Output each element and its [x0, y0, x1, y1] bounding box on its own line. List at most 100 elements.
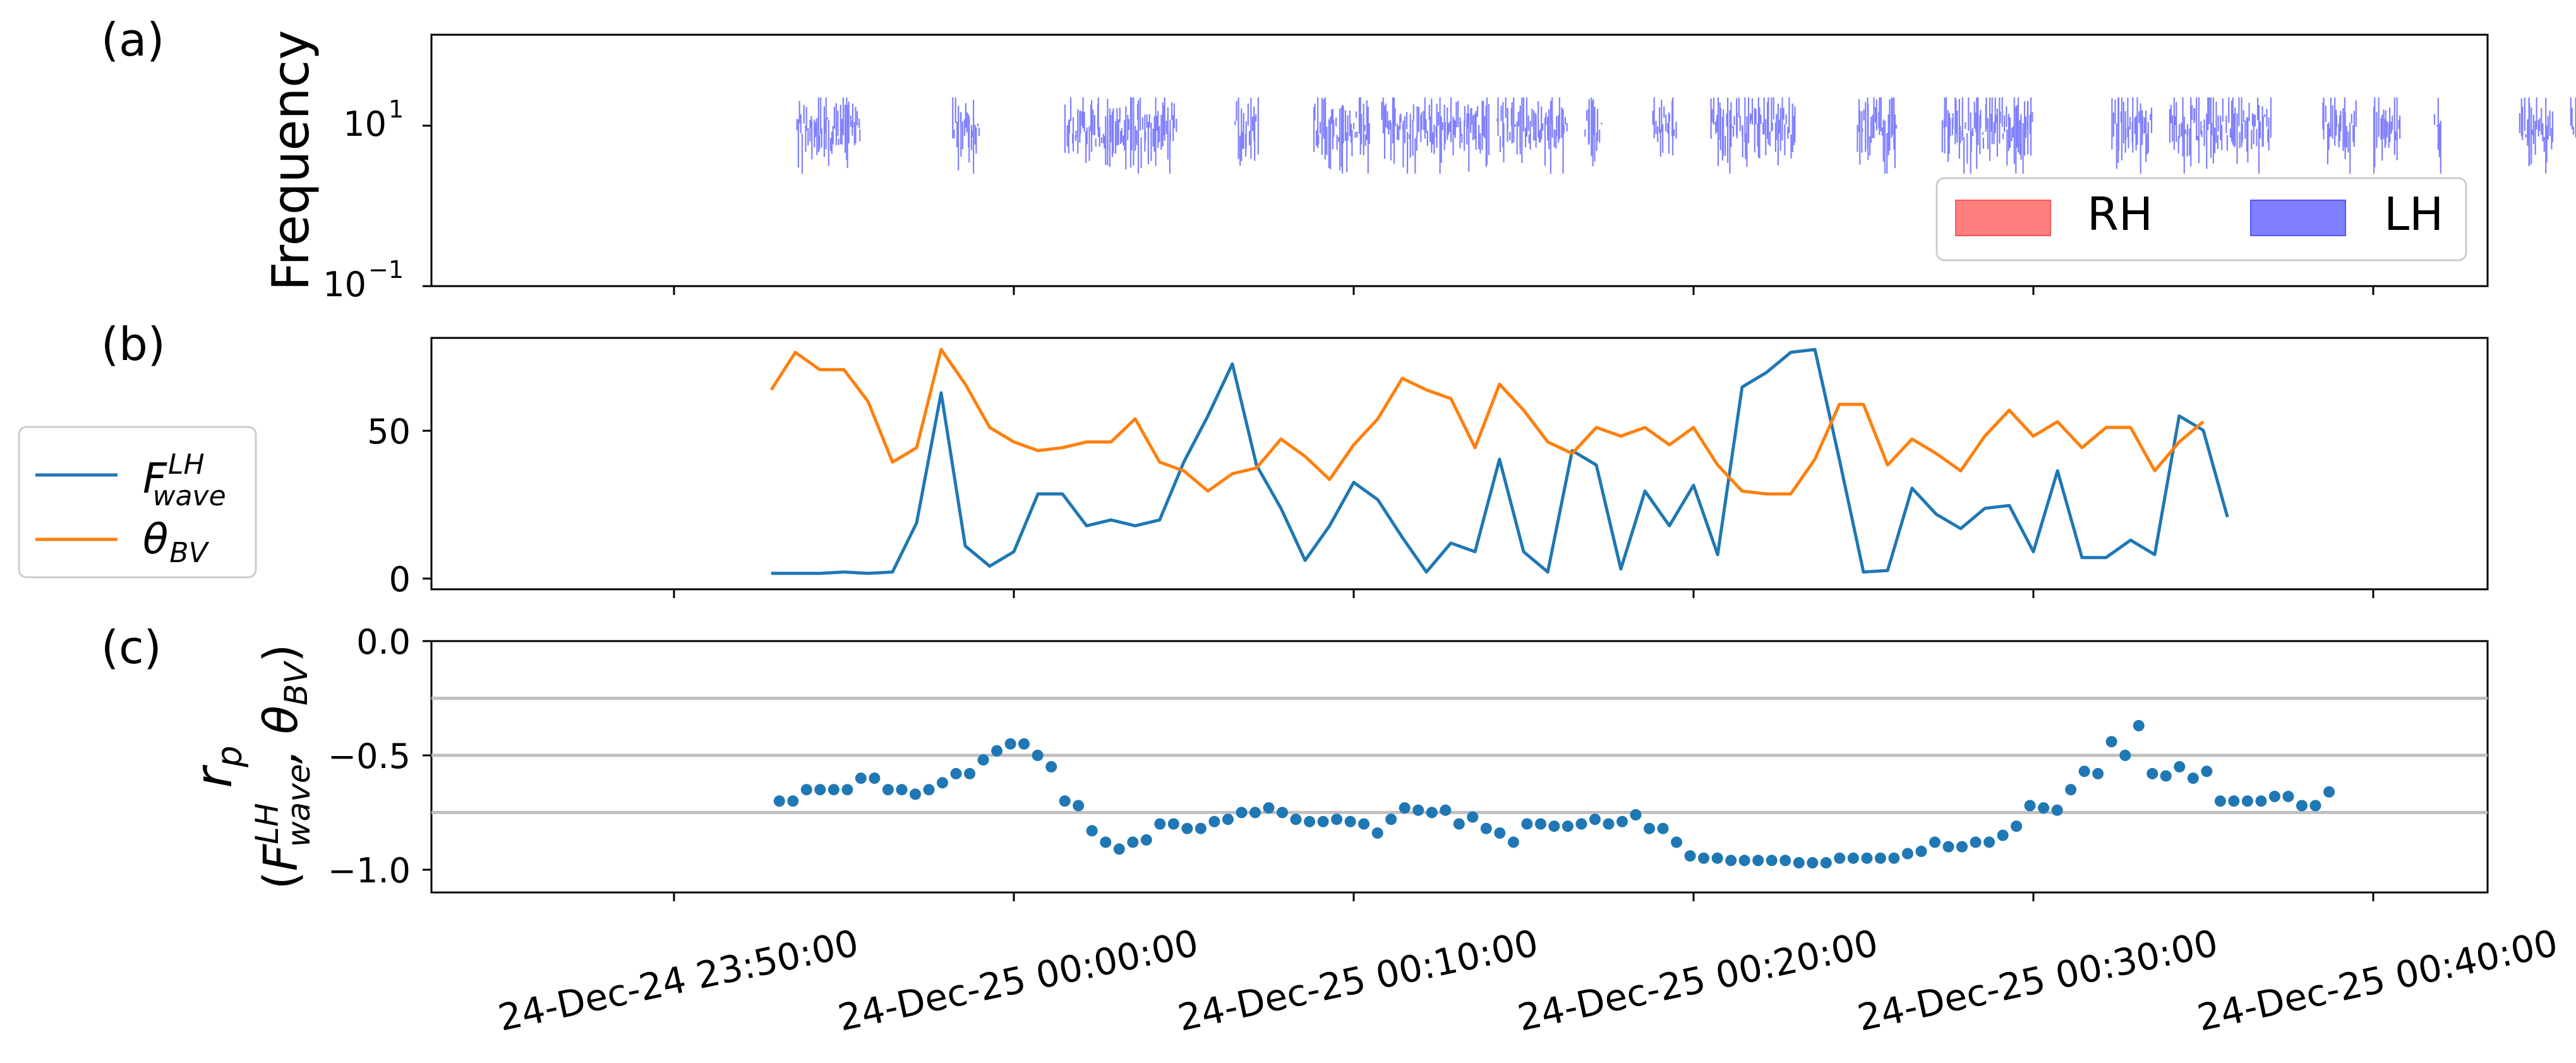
panel-c-reference-lines: [431, 696, 2488, 814]
rp-point: [1983, 836, 1995, 848]
panel-label-a: (a): [101, 13, 164, 66]
rp-point: [1766, 855, 1778, 867]
ytick-base: 10: [343, 104, 387, 144]
rp-point: [2241, 795, 2253, 807]
legend-theta-label: θBV: [143, 515, 210, 569]
rp-point: [1644, 822, 1656, 834]
rp-point: [1100, 836, 1112, 848]
rp-point: [1548, 820, 1560, 832]
rp-point: [1195, 822, 1207, 834]
x-tick-marks: [673, 286, 2374, 901]
lh-burst: [1857, 97, 1898, 174]
legend-fwave-label: FLH wave: [143, 448, 226, 512]
rp-point: [1793, 857, 1805, 868]
lh-burst: [2111, 97, 2153, 174]
svg-text:10: 10: [343, 104, 387, 144]
rp-point: [977, 754, 989, 766]
rp-point: [1494, 827, 1506, 839]
panel-label-c: (c): [101, 621, 162, 674]
rp-point: [1222, 814, 1234, 826]
rp-point: [1738, 855, 1750, 867]
rp-point: [1820, 857, 1832, 868]
svg-text:50: 50: [367, 412, 411, 452]
lh-burst: [1381, 97, 1490, 174]
rp-point: [1018, 738, 1030, 750]
rp-point: [1711, 852, 1723, 864]
panel-a-ytick-10-1: 10 1: [343, 95, 431, 144]
rp-point: [1467, 811, 1479, 823]
rp-point: [1534, 818, 1546, 830]
panel-c-ylabel: rp (FLHwave, θBV): [184, 644, 317, 890]
rp-point: [1249, 807, 1261, 819]
rp-point: [1331, 814, 1343, 826]
rp-point: [773, 795, 785, 807]
rp-point: [800, 784, 812, 796]
rp-point: [1045, 761, 1057, 772]
rp-point: [2160, 770, 2172, 782]
rp-point: [2024, 800, 2036, 812]
x-tick-label-1: 24-Dec-25 00:00:00: [834, 921, 1202, 1039]
rp-point: [1575, 818, 1587, 830]
rp-point: [1942, 841, 1954, 853]
legend-lh-swatch: [2250, 200, 2346, 236]
lh-burst: [952, 97, 980, 174]
rp-point: [2323, 786, 2335, 798]
rp-point: [1317, 815, 1329, 827]
lh-burst: [2519, 97, 2553, 174]
rp-point: [1181, 822, 1193, 834]
x-tick-label-4: 24-Dec-25 00:30:00: [1854, 921, 2222, 1039]
panel-c-ytick-minus0.5: −0.5: [328, 736, 431, 776]
svg-text:(FLHwave, θBV): (FLHwave, θBV): [249, 644, 317, 890]
rp-point: [1698, 852, 1710, 864]
lh-burst: [2570, 97, 2576, 138]
rp-point: [1874, 852, 1886, 864]
rp-point: [2065, 784, 2077, 796]
rp-point: [1277, 807, 1288, 819]
rp-point: [1901, 848, 1913, 860]
theta-bv-line: [769, 347, 2205, 496]
rp-point: [991, 745, 1003, 757]
rp-point: [2228, 795, 2240, 807]
panel-b-ytick-0: 0: [389, 560, 431, 599]
rp-point: [1847, 852, 1859, 864]
rp-point: [1929, 836, 1941, 848]
rp-point: [1616, 815, 1628, 827]
rp-point: [2078, 766, 2090, 778]
svg-text:−0.5: −0.5: [328, 736, 411, 776]
rp-point: [1589, 814, 1601, 826]
panel-a-ylabel: Frequency: [262, 30, 320, 291]
rp-point: [2119, 749, 2131, 761]
rp-point: [1412, 804, 1424, 816]
rp-point: [1956, 841, 1968, 853]
rp-point: [1344, 815, 1356, 827]
panel-label-b: (b): [101, 318, 166, 371]
rp-point: [2309, 800, 2321, 812]
rp-point: [1630, 809, 1642, 820]
svg-text:0: 0: [389, 560, 411, 599]
rp-point: [964, 767, 976, 779]
rp-point: [2282, 791, 2294, 802]
rp-point: [2269, 791, 2280, 802]
rp-point: [1385, 814, 1397, 826]
rp-point: [2146, 767, 2158, 779]
lh-burst: [1064, 97, 1177, 174]
panel-b-legend: FLH wave θBV: [18, 426, 257, 579]
ytick-exponent: −1: [368, 256, 404, 284]
rp-point: [1779, 855, 1791, 867]
rp-point: [1290, 814, 1302, 826]
rp-point: [1603, 818, 1615, 830]
rp-point: [2133, 719, 2145, 731]
rp-point: [1304, 815, 1316, 827]
x-tick-label-5: 24-Dec-25 00:40:00: [2194, 921, 2561, 1039]
rp-point: [855, 772, 867, 784]
rp-point: [2105, 736, 2117, 748]
legend-lh-label: LH: [2384, 188, 2443, 241]
rp-point: [937, 777, 948, 789]
rp-point: [1399, 802, 1411, 814]
panel-b-ytick-50: 50: [367, 412, 431, 452]
panel-c-ytick-minus1.0: −1.0: [328, 851, 431, 891]
rp-point: [1521, 818, 1533, 830]
rp-point: [1684, 850, 1696, 862]
rp-point: [1480, 822, 1492, 834]
